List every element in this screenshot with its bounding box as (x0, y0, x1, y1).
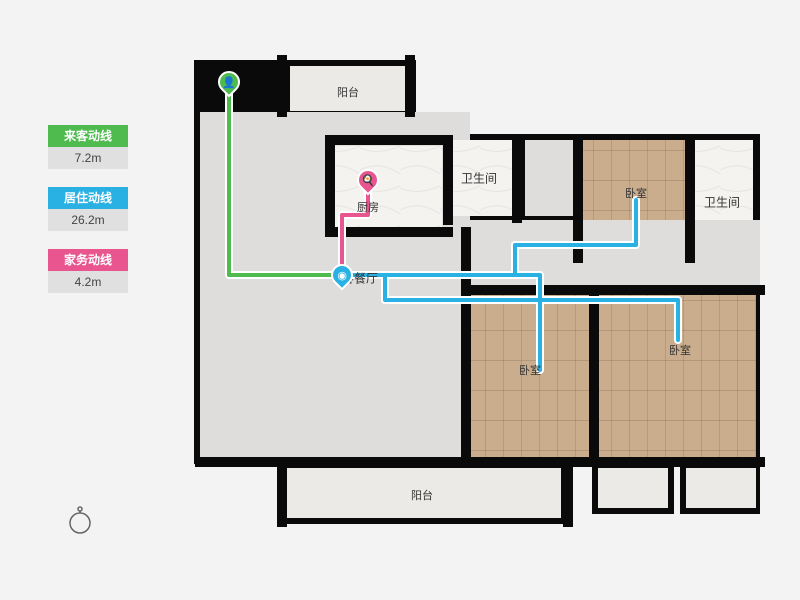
entry-marker: 👤 (218, 71, 240, 93)
balcony-bottom (286, 468, 561, 518)
legend-value-1: 26.2m (48, 209, 128, 231)
balcony-br2 (686, 468, 756, 508)
legend-value-0: 7.2m (48, 147, 128, 169)
legend-item-1: 居住动线26.2m (48, 187, 128, 231)
legend: 来客动线7.2m 居住动线26.2m 家务动线4.2m (48, 125, 128, 311)
legend-item-0: 来客动线7.2m (48, 125, 128, 169)
balcony-top (290, 66, 410, 111)
hall-upper (525, 140, 577, 216)
legend-label-0: 来客动线 (48, 125, 128, 147)
bedroom-bl (470, 290, 590, 458)
floorplan-stage: 客餐厅阳台厨房卫生间卧室卫生间卧室卧室阳台👤◉🍳来客动线7.2m居住动线26.2… (0, 0, 800, 600)
kitchen (330, 146, 442, 232)
legend-value-2: 4.2m (48, 271, 128, 293)
legend-label-2: 家务动线 (48, 249, 128, 271)
kitchen-marker: 🍳 (357, 169, 379, 191)
living-marker: ◉ (331, 264, 353, 286)
legend-label-1: 居住动线 (48, 187, 128, 209)
balcony-br1 (598, 468, 668, 508)
legend-item-2: 家务动线4.2m (48, 249, 128, 293)
bathroom-left (445, 140, 517, 216)
compass-icon (65, 505, 95, 535)
